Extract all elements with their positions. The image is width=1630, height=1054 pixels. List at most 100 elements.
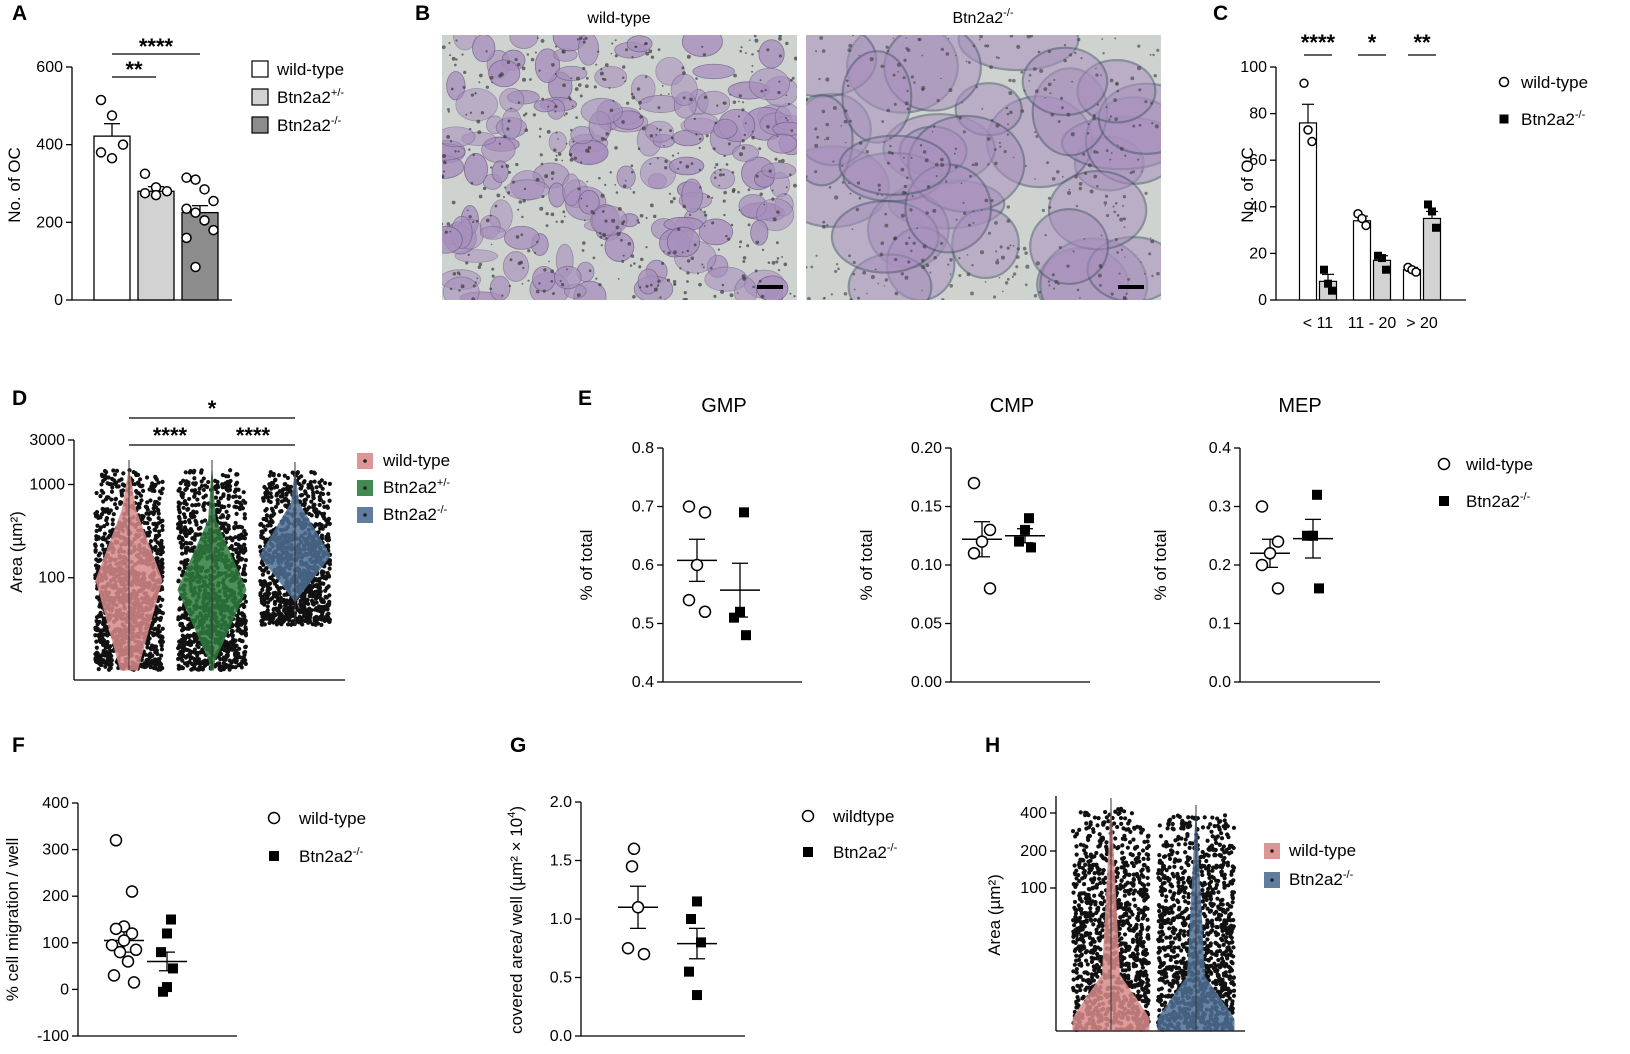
micro-ko-debris: [1071, 81, 1073, 83]
micro-wt-debris: [557, 138, 559, 140]
micro-wt-debris: [591, 210, 594, 213]
panel-f-ytick-label-1: 0: [60, 981, 69, 998]
panel-d-violin-ko-outlier: [277, 473, 281, 477]
micro-ko-debris: [1093, 175, 1097, 179]
panel-e-legend-marker-0: [1439, 459, 1450, 470]
panel-e-gmp-point-wt: [692, 560, 703, 571]
micro-ko-debris: [807, 297, 811, 301]
micro-ko-debris: [815, 50, 817, 52]
panel-letter-h: H: [985, 734, 1000, 757]
panel-a-ylabel: No. of OC: [5, 147, 24, 223]
panel-d-violin-het-dot: [192, 632, 196, 636]
micro-wt-debris: [739, 50, 742, 53]
panel-a-point: [108, 154, 117, 163]
panel-f-point-wt: [123, 956, 134, 967]
panel-d-violin-het-dot: [221, 494, 225, 498]
micro-ko-debris: [972, 222, 974, 224]
micro-wt-debris: [682, 71, 686, 75]
micro-ko-debris: [956, 219, 958, 221]
panel-g-legend-label-0: wildtype: [832, 807, 894, 826]
micro-ko-debris: [903, 59, 906, 62]
micro-ko-debris: [856, 208, 859, 211]
micro-ko-debris: [1059, 246, 1062, 249]
micro-ko-debris: [886, 109, 890, 113]
micro-ko-debris: [1138, 88, 1141, 91]
panel-d-violin-het-dot: [187, 635, 191, 639]
micro-ko-debris: [822, 225, 826, 229]
panel-e-gmp-ytick-label-3: 0.7: [632, 499, 654, 516]
micro-wt-debris: [617, 232, 621, 236]
micro-ko-debris: [941, 298, 944, 301]
micro-wt-debris: [620, 239, 623, 242]
panel-d-violin-het-dot: [183, 661, 187, 665]
micro-wt-debris: [667, 251, 670, 254]
micro-wt-debris: [458, 289, 460, 291]
micro-wt-debris: [785, 193, 787, 195]
micro-wt-debris: [580, 94, 583, 97]
micro-wt-cell: [489, 60, 520, 87]
micro-ko-debris: [852, 34, 854, 36]
panel-d-violin-ko-dot: [308, 587, 312, 591]
micro-wt-debris: [471, 182, 474, 185]
micro-wt-debris: [625, 180, 627, 182]
panel-d-violin-wt-dot: [148, 665, 152, 669]
panel-d-violin-ko-outlier: [312, 470, 316, 474]
micro-wt-debris: [791, 129, 794, 132]
micro-ko-debris: [875, 268, 877, 270]
micro-ko-debris: [829, 186, 832, 189]
micro-ko-debris: [1105, 195, 1108, 198]
panel-d-violin-ko-dot: [320, 571, 324, 575]
panel-f-legend-marker-1: [269, 851, 279, 861]
micro-ko-debris: [966, 61, 968, 63]
micro-wt-debris: [507, 191, 510, 194]
panel-d-violin-het-outlier: [192, 469, 196, 473]
micro-ko-debris: [1113, 211, 1116, 214]
micro-wt-debris: [449, 54, 451, 56]
micro-wt-debris: [704, 214, 707, 217]
micro-ko-debris: [849, 120, 852, 123]
micro-ko-debris: [1051, 113, 1055, 117]
micro-wt-debris: [465, 261, 468, 264]
micro-wt-debris: [751, 136, 755, 140]
panel-d-violin-het-dot: [229, 640, 233, 644]
panel-d-violin-ko-dot: [282, 498, 286, 502]
micro-wt-debris: [783, 263, 787, 267]
micro-ko-debris: [1123, 296, 1127, 300]
micro-wt-cell: [749, 68, 789, 100]
micro-ko-debris: [1069, 53, 1072, 56]
panel-d-violin-het-dot: [193, 519, 197, 523]
panel-d-violin-wt-dot: [145, 500, 149, 504]
panel-d-violin-wt-dot: [152, 627, 156, 631]
micro-wt-debris: [756, 175, 759, 178]
micro-ko-debris: [1114, 37, 1116, 39]
panel-d-violin-wt-dot: [139, 498, 143, 502]
panel-d-violin-ko-dot: [321, 598, 325, 602]
micro-wt-debris: [710, 267, 712, 269]
micro-wt-debris: [778, 81, 780, 83]
micro-ko-debris: [903, 76, 906, 79]
panel-d-violin-ko-outlier: [286, 484, 290, 488]
panel-d-violin-wt-dot: [109, 508, 113, 512]
micro-ko-debris: [1132, 125, 1135, 128]
panel-a-point: [200, 185, 209, 194]
micro-wt-debris: [644, 42, 647, 45]
panel-d-violin-wt-dot: [154, 644, 158, 648]
panel-d-violin-het-dot: [225, 536, 229, 540]
micro-ko-debris: [848, 254, 851, 257]
micro-ko-debris: [937, 99, 940, 102]
panel-d-violin-het-dot: [234, 550, 238, 554]
panel-e-cmp-point-wt: [985, 524, 996, 535]
micro-ko-debris: [1063, 59, 1067, 63]
micro-ko-debris: [847, 84, 850, 87]
micro-wt-debris: [467, 209, 469, 211]
micro-ko-debris: [932, 131, 934, 133]
micro-ko-debris: [985, 281, 987, 283]
micro-wt-debris: [499, 143, 501, 145]
micro-ko-debris: [1058, 120, 1061, 123]
panel-d-ytick-label-1: 1000: [29, 476, 65, 493]
panel-g-ytick-label-4: 2.0: [550, 794, 572, 811]
micro-wt-debris: [468, 215, 471, 218]
panel-d-violin-het-dot: [222, 662, 226, 666]
micro-wt-cell: [682, 27, 722, 57]
